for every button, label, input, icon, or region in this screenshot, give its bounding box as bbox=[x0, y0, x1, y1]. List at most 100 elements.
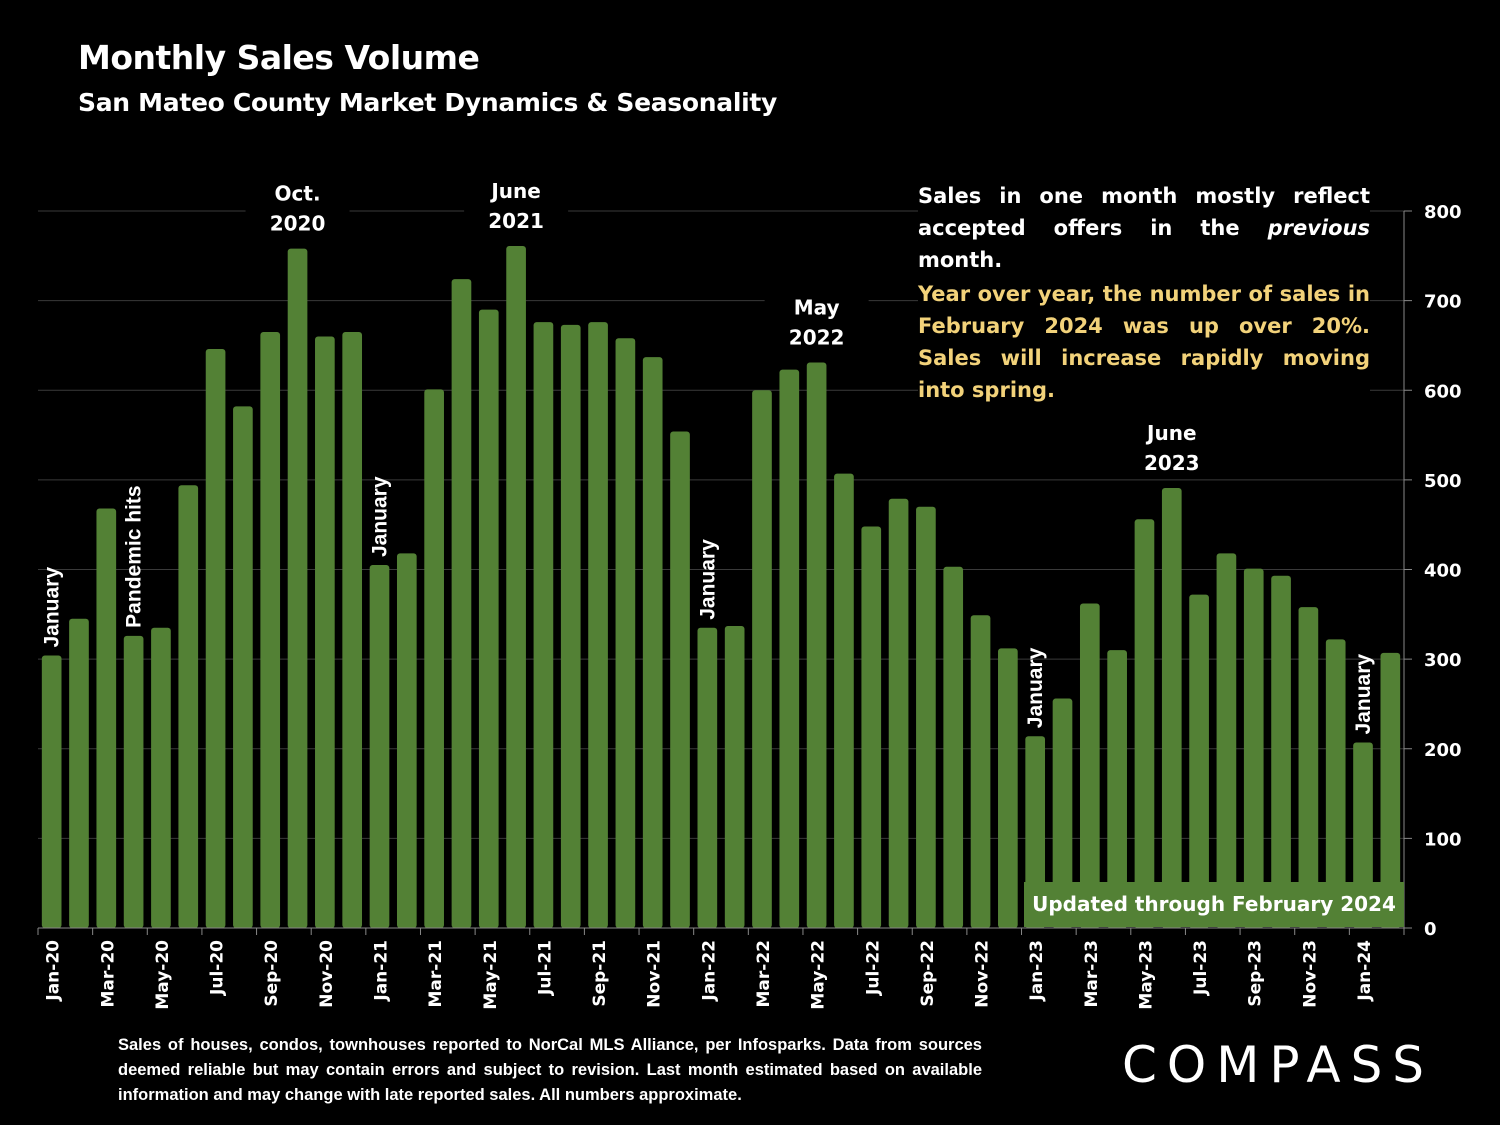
annotation-line: 2020 bbox=[270, 212, 326, 236]
x-tick-label: Mar-20 bbox=[98, 940, 118, 1008]
bar-Apr-20 bbox=[123, 635, 144, 928]
bar-Aug-23 bbox=[1216, 553, 1237, 928]
bar-Feb-23 bbox=[1052, 698, 1073, 928]
x-tick-label: Jul-22 bbox=[863, 940, 883, 996]
bar-May-21 bbox=[478, 309, 499, 928]
annotation-line: 2021 bbox=[488, 209, 544, 233]
bar-Feb-22 bbox=[724, 625, 745, 928]
bar-Oct-23 bbox=[1271, 575, 1291, 928]
bar-Jan-20 bbox=[41, 655, 62, 928]
bar-Jan-23 bbox=[1025, 736, 1046, 928]
bar-Feb-24 bbox=[1380, 652, 1401, 928]
note-accepted-offers: Sales in one month mostly reflect accept… bbox=[918, 180, 1370, 276]
bar-Sep-20 bbox=[260, 331, 281, 928]
annotation-line: June bbox=[1145, 421, 1196, 445]
y-tick-label: 400 bbox=[1424, 561, 1462, 582]
bar-Jul-23 bbox=[1189, 594, 1209, 928]
bar-Dec-21 bbox=[670, 431, 690, 928]
bar-Mar-20 bbox=[96, 508, 117, 928]
annotation-label: January bbox=[1024, 647, 1047, 728]
y-tick-label: 800 bbox=[1424, 202, 1462, 223]
bars bbox=[41, 245, 1401, 929]
y-tick-label: 500 bbox=[1424, 471, 1462, 492]
x-tick-label: Nov-22 bbox=[973, 940, 993, 1008]
bar-Jul-22 bbox=[861, 526, 882, 928]
bar-Mar-22 bbox=[752, 390, 772, 928]
bar-Jan-22 bbox=[697, 627, 718, 928]
bar-Apr-21 bbox=[451, 279, 472, 928]
bar-Aug-22 bbox=[888, 498, 909, 928]
x-tick-label: May-23 bbox=[1136, 940, 1156, 1010]
bar-Nov-23 bbox=[1298, 607, 1319, 928]
x-tick-label: May-22 bbox=[809, 940, 829, 1010]
x-tick-label: Jul-23 bbox=[1191, 940, 1211, 996]
bar-Nov-20 bbox=[315, 336, 335, 929]
bar-Apr-22 bbox=[779, 369, 800, 929]
chart-title: Monthly Sales Volume bbox=[78, 38, 480, 77]
y-tick-label: 0 bbox=[1424, 919, 1437, 940]
x-tick-label: Mar-21 bbox=[426, 940, 446, 1008]
bar-Jun-20 bbox=[178, 485, 199, 928]
note1-text: Sales in one month mostly reflect accept… bbox=[918, 184, 1370, 240]
annotation-bg bbox=[464, 173, 569, 236]
annotation-peak-label: May 2022 bbox=[764, 290, 869, 353]
x-tick-label: Jan-23 bbox=[1027, 940, 1047, 1002]
note-yoy: Year over year, the number of sales in F… bbox=[918, 278, 1370, 406]
bar-Oct-22 bbox=[943, 566, 964, 928]
bar-May-23 bbox=[1134, 519, 1155, 928]
note1-italic: previous bbox=[1267, 216, 1370, 240]
bar-Jul-20 bbox=[205, 349, 226, 929]
x-tick-label: Jul-20 bbox=[208, 940, 228, 996]
annotation-line: June bbox=[489, 179, 540, 203]
x-tick-label: Mar-23 bbox=[1082, 940, 1102, 1008]
annotation-line: May bbox=[794, 295, 840, 319]
compass-logo: COMPASS bbox=[1122, 1036, 1435, 1094]
bar-Sep-21 bbox=[588, 322, 608, 928]
y-tick-label: 600 bbox=[1424, 381, 1462, 402]
x-tick-label: Sep-21 bbox=[590, 940, 610, 1007]
bar-Dec-20 bbox=[342, 331, 363, 928]
annotation-bg bbox=[764, 290, 869, 353]
annotation-peak-label: June 2023 bbox=[1119, 415, 1224, 478]
x-tick-label: May-21 bbox=[481, 940, 501, 1010]
x-tick-label: Jan-20 bbox=[44, 940, 64, 1002]
bar-Jan-21 bbox=[369, 565, 390, 928]
bar-Jun-23 bbox=[1161, 487, 1182, 928]
annotation-line: 2022 bbox=[789, 325, 845, 349]
axes: 0 100 200 300 400 500 600 700 800 Jan-20 Mar-20 May… bbox=[37, 202, 1462, 1010]
annotation-label: January bbox=[369, 476, 392, 557]
bar-Nov-21 bbox=[642, 357, 663, 928]
updated-badge: Updated through February 2024 bbox=[1024, 882, 1404, 927]
annotation-label: January bbox=[41, 567, 64, 648]
bar-Dec-22 bbox=[998, 648, 1018, 928]
y-tick-label: 700 bbox=[1424, 292, 1462, 313]
annotations: January Pandemic hits Oct. 2020 January June 2… bbox=[41, 173, 1375, 734]
bar-May-20 bbox=[151, 627, 171, 928]
annotation-label: Pandemic hits bbox=[123, 485, 146, 627]
x-tick-label: Nov-20 bbox=[317, 940, 337, 1008]
x-tick-label: Jul-21 bbox=[535, 940, 555, 996]
bar-Jan-24 bbox=[1353, 742, 1373, 928]
footnote: Sales of houses, condos, townhouses repo… bbox=[118, 1036, 982, 1104]
x-tick-label: Jan-22 bbox=[699, 940, 719, 1002]
bar-Aug-20 bbox=[233, 406, 253, 928]
bar-Apr-23 bbox=[1107, 650, 1127, 928]
x-tick-label: Jan-21 bbox=[372, 940, 392, 1002]
annotation-bg bbox=[245, 176, 350, 239]
x-tick-label: Mar-22 bbox=[754, 940, 774, 1008]
annotation-label: January bbox=[696, 539, 719, 620]
bar-Mar-21 bbox=[424, 389, 444, 928]
annotation-line: Oct. bbox=[275, 182, 321, 206]
chart-subtitle: San Mateo County Market Dynamics & Seaso… bbox=[78, 88, 778, 117]
bar-Nov-22 bbox=[970, 615, 991, 928]
annotation-line: 2023 bbox=[1144, 451, 1200, 475]
bar-Jun-22 bbox=[834, 473, 854, 928]
x-tick-label: Sep-23 bbox=[1246, 940, 1266, 1007]
bar-May-22 bbox=[806, 362, 827, 928]
y-tick-label: 200 bbox=[1424, 740, 1462, 761]
bar-Mar-23 bbox=[1079, 603, 1100, 928]
note1-text-end: month. bbox=[918, 248, 1003, 272]
x-tick-label: Sep-22 bbox=[918, 940, 938, 1007]
bar-Oct-21 bbox=[615, 338, 636, 929]
